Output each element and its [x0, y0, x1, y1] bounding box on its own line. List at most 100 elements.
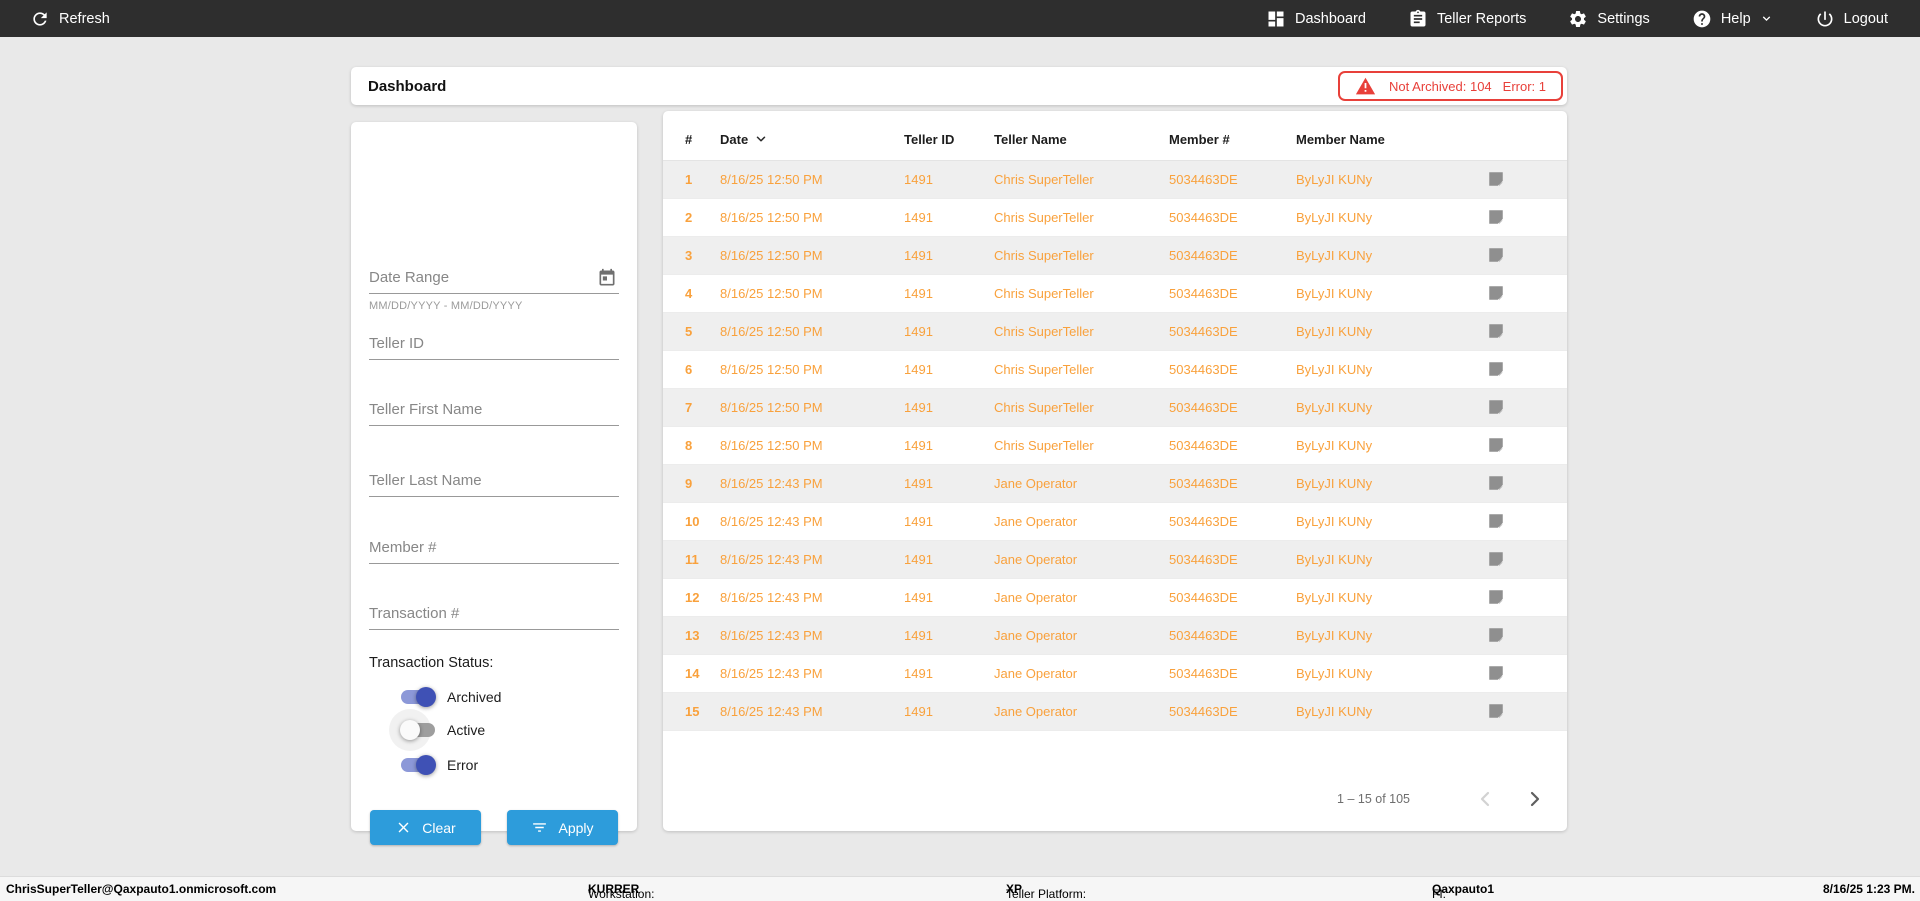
active-toggle[interactable] [389, 709, 436, 751]
transaction-number-input[interactable] [369, 602, 619, 630]
nav-item-teller-reports[interactable]: Teller Reports [1408, 9, 1526, 29]
cell-teller-id: 1491 [904, 551, 933, 567]
table-row[interactable]: 9 8/16/25 12:43 PM 1491 Jane Operator 50… [663, 464, 1567, 502]
member-number-input[interactable] [369, 536, 619, 564]
table-row[interactable]: 1 8/16/25 12:50 PM 1491 Chris SuperTelle… [663, 160, 1567, 198]
cell-member-name: ByLyJI KUNy [1296, 475, 1373, 491]
refresh-button[interactable]: Refresh [0, 9, 110, 29]
table-row[interactable]: 8 8/16/25 12:50 PM 1491 Chris SuperTelle… [663, 426, 1567, 464]
column-header-num[interactable]: # [663, 111, 720, 161]
column-header-member-name[interactable]: Member Name [1296, 111, 1487, 161]
cell-member-num: 5034463DE [1169, 627, 1238, 643]
note-icon[interactable] [1487, 464, 1567, 502]
table-row[interactable]: 14 8/16/25 12:43 PM 1491 Jane Operator 5… [663, 654, 1567, 692]
cell-teller-name: Jane Operator [994, 551, 1078, 567]
nav-item-label: Teller Reports [1436, 10, 1527, 27]
cell-teller-id: 1491 [904, 323, 933, 339]
table-row[interactable]: 5 8/16/25 12:50 PM 1491 Chris SuperTelle… [663, 312, 1567, 350]
nav-item-help[interactable]: Help [1692, 9, 1773, 29]
note-icon[interactable] [1487, 312, 1567, 350]
cell-row-number: 3 [685, 247, 693, 263]
note-icon[interactable] [1487, 578, 1567, 616]
column-header-member-num[interactable]: Member # [1169, 111, 1296, 161]
cell-teller-name: Chris SuperTeller [994, 361, 1094, 377]
table-row[interactable]: 12 8/16/25 12:43 PM 1491 Jane Operator 5… [663, 578, 1567, 616]
note-icon[interactable] [1487, 692, 1567, 730]
table-row[interactable]: 11 8/16/25 12:43 PM 1491 Jane Operator 5… [663, 540, 1567, 578]
clear-button[interactable]: Clear [370, 810, 481, 845]
error-toggle[interactable] [400, 755, 436, 775]
cell-date: 8/16/25 12:43 PM [720, 513, 823, 529]
cell-member-name: ByLyJI KUNy [1296, 437, 1373, 453]
cell-date: 8/16/25 12:50 PM [720, 247, 823, 263]
note-icon[interactable] [1487, 236, 1567, 274]
table-body: 1 8/16/25 12:50 PM 1491 Chris SuperTelle… [663, 160, 1567, 730]
table-row[interactable]: 6 8/16/25 12:50 PM 1491 Chris SuperTelle… [663, 350, 1567, 388]
chevron-right-icon[interactable] [1523, 787, 1547, 811]
table-row[interactable]: 2 8/16/25 12:50 PM 1491 Chris SuperTelle… [663, 198, 1567, 236]
cell-member-num: 5034463DE [1169, 171, 1238, 187]
table-row[interactable]: 3 8/16/25 12:50 PM 1491 Chris SuperTelle… [663, 236, 1567, 274]
calendar-icon[interactable] [597, 267, 619, 289]
table-row[interactable]: 13 8/16/25 12:43 PM 1491 Jane Operator 5… [663, 616, 1567, 654]
cell-member-num: 5034463DE [1169, 551, 1238, 567]
cell-row-number: 9 [685, 475, 693, 491]
cell-teller-id: 1491 [904, 437, 933, 453]
note-icon[interactable] [1487, 502, 1567, 540]
cell-teller-name: Chris SuperTeller [994, 323, 1094, 339]
date-range-input[interactable] [369, 266, 619, 294]
apply-button[interactable]: Apply [507, 810, 618, 845]
nav-item-label: Logout [1843, 10, 1888, 27]
note-icon[interactable] [1487, 388, 1567, 426]
teller-first-name-input[interactable] [369, 398, 619, 426]
cell-row-number: 14 [685, 665, 700, 681]
archived-toggle[interactable] [400, 687, 436, 707]
pagination: 1 – 15 of 105 [1337, 785, 1547, 813]
table-row[interactable]: 7 8/16/25 12:50 PM 1491 Chris SuperTelle… [663, 388, 1567, 426]
table-row[interactable]: 4 8/16/25 12:50 PM 1491 Chris SuperTelle… [663, 274, 1567, 312]
column-header-teller-id[interactable]: Teller ID [904, 111, 994, 161]
warning-icon [1355, 76, 1376, 97]
note-icon[interactable] [1487, 198, 1567, 236]
cell-member-name: ByLyJI KUNy [1296, 513, 1373, 529]
column-header-teller-name[interactable]: Teller Name [994, 111, 1169, 161]
nav-item-logout[interactable]: Logout [1815, 9, 1888, 29]
cell-teller-name: Jane Operator [994, 703, 1078, 719]
note-icon[interactable] [1487, 654, 1567, 692]
status-bar: ChrisSuperTeller@Qaxpauto1.onmicrosoft.c… [0, 876, 1920, 901]
cell-date: 8/16/25 12:50 PM [720, 285, 823, 301]
cell-teller-id: 1491 [904, 475, 933, 491]
note-icon[interactable] [1487, 350, 1567, 388]
note-icon[interactable] [1487, 426, 1567, 464]
table-row[interactable]: 10 8/16/25 12:43 PM 1491 Jane Operator 5… [663, 502, 1567, 540]
clear-button-label: Clear [422, 819, 456, 836]
refresh-icon [30, 9, 50, 29]
column-header-date[interactable]: Date [720, 111, 904, 161]
cell-member-name: ByLyJI KUNy [1296, 323, 1373, 339]
cell-date: 8/16/25 12:50 PM [720, 361, 823, 377]
workstation-info: Workstation: KURRER [588, 882, 655, 901]
cell-teller-name: Chris SuperTeller [994, 209, 1094, 225]
cell-date: 8/16/25 12:50 PM [720, 437, 823, 453]
note-icon[interactable] [1487, 616, 1567, 654]
archived-toggle-label: Archived [447, 689, 502, 705]
note-icon[interactable] [1487, 540, 1567, 578]
cell-date: 8/16/25 12:50 PM [720, 323, 823, 339]
teller-last-name-input[interactable] [369, 469, 619, 497]
not-archived-count: Not Archived: 104 [1389, 78, 1492, 94]
transaction-number-field [369, 602, 619, 630]
help-icon [1692, 9, 1712, 29]
cell-teller-id: 1491 [904, 285, 933, 301]
note-icon[interactable] [1487, 160, 1567, 198]
note-icon[interactable] [1487, 274, 1567, 312]
toggle-row-active: Active [389, 709, 485, 751]
cell-teller-name: Jane Operator [994, 513, 1078, 529]
cell-member-num: 5034463DE [1169, 209, 1238, 225]
teller-id-input[interactable] [369, 332, 619, 360]
chevron-left-icon[interactable] [1473, 787, 1497, 811]
nav-item-dashboard[interactable]: Dashboard [1266, 9, 1366, 29]
table-row[interactable]: 15 8/16/25 12:43 PM 1491 Jane Operator 5… [663, 692, 1567, 730]
cell-member-num: 5034463DE [1169, 665, 1238, 681]
nav-item-settings[interactable]: Settings [1568, 9, 1650, 29]
cell-teller-name: Chris SuperTeller [994, 171, 1094, 187]
